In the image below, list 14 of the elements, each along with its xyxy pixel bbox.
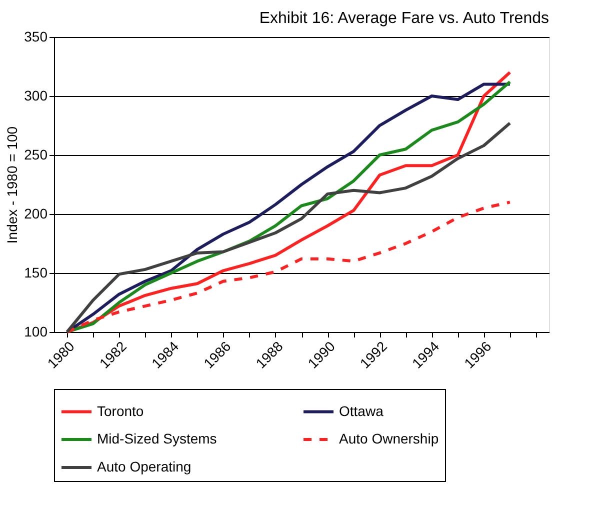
line-series xyxy=(66,122,512,334)
y-tick-label: 150 xyxy=(24,264,48,280)
legend-label: Mid-Sized Systems xyxy=(97,430,217,446)
chart-title: Exhibit 16: Average Fare vs. Auto Trends xyxy=(259,10,549,27)
y-tick-label: 200 xyxy=(24,206,48,222)
y-tick-label: 350 xyxy=(24,28,48,44)
y-axis-title: Index - 1980 = 100 xyxy=(4,126,20,244)
y-tick-label: 100 xyxy=(24,324,48,340)
legend-label: Ottawa xyxy=(339,402,384,419)
y-tick-label: 300 xyxy=(24,88,48,104)
legend-label: Toronto xyxy=(97,402,144,419)
y-tick-label: 250 xyxy=(24,146,48,162)
legend-label: Auto Ownership xyxy=(339,430,439,446)
legend-label: Auto Operating xyxy=(97,458,192,474)
